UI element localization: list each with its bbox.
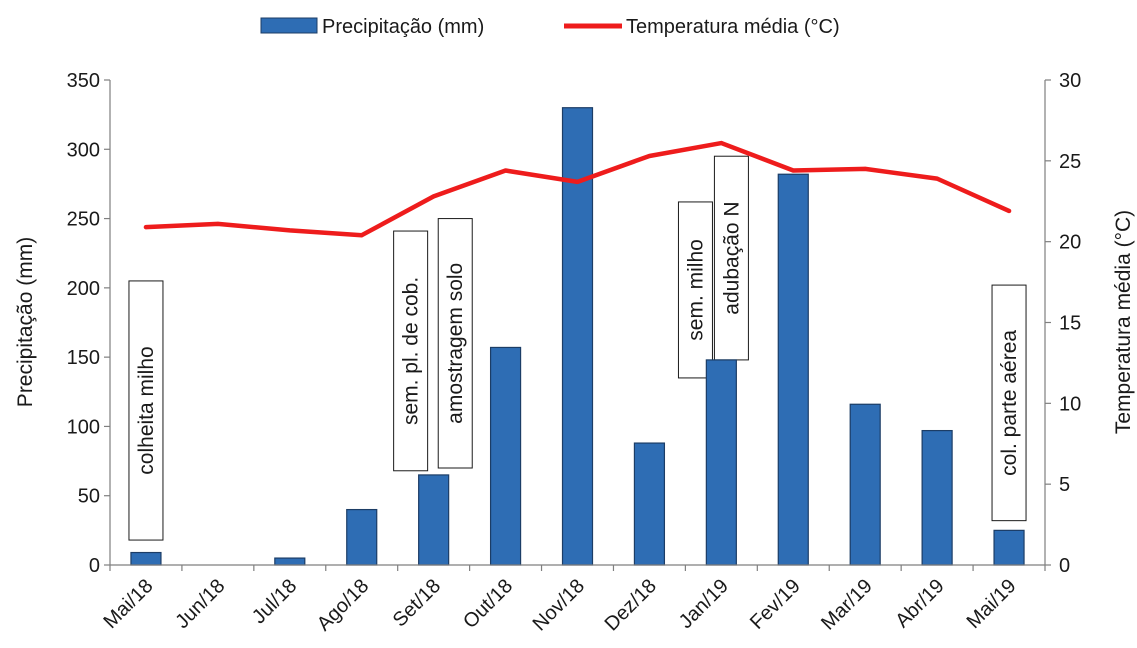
x-tick-label: Jun/18 xyxy=(171,575,229,633)
y-axis-title-left: Precipitação (mm) xyxy=(14,237,37,407)
temperature-point xyxy=(431,194,436,199)
annotation-label: sem. milho xyxy=(684,239,707,341)
x-tick-label: Fev/19 xyxy=(746,575,805,634)
y-tick-label-right: 5 xyxy=(1059,474,1070,496)
y-tick-label-left: 350 xyxy=(67,70,100,92)
annotation-label: amostragem solo xyxy=(444,263,467,424)
bar xyxy=(274,557,306,566)
bar xyxy=(418,474,450,566)
temperature-point xyxy=(215,221,220,226)
annotations: colheita milho sem. pl. de cob. amostragem… xyxy=(128,155,1027,541)
y-tick-label-left: 200 xyxy=(67,278,100,300)
temperature-point xyxy=(935,176,940,181)
bar xyxy=(777,173,809,566)
y-tick-label-left: 300 xyxy=(67,139,100,161)
y-tick-label-right: 0 xyxy=(1059,555,1070,577)
x-tick-label: Jan/19 xyxy=(675,575,733,633)
temperature-line-group xyxy=(143,140,1012,238)
x-tick-label: Mai/18 xyxy=(99,575,157,633)
y-ticks-right: 0 5 10 15 20 25 30 xyxy=(1045,70,1081,577)
x-tick-label: Dez/18 xyxy=(601,575,661,635)
annotation-label: adubação N xyxy=(720,201,743,314)
bar xyxy=(489,346,522,566)
bar xyxy=(705,359,737,566)
legend-label-temperature: Temperatura média (°C) xyxy=(626,16,840,38)
y-tick-label-left: 150 xyxy=(67,347,100,369)
bar xyxy=(130,551,162,566)
annotation-label: sem. pl. de cob. xyxy=(400,277,423,425)
bar xyxy=(849,403,881,566)
x-tick-label: Set/18 xyxy=(389,575,445,631)
temperature-point xyxy=(503,168,508,173)
temperature-point xyxy=(359,233,364,238)
legend: Precipitação (mm) Temperatura média (°C) xyxy=(260,16,840,38)
y-tick-label-left: 0 xyxy=(89,555,100,577)
y-tick-label-right: 15 xyxy=(1059,313,1081,335)
bar xyxy=(633,442,666,566)
x-ticks: Mai/18 Jun/18 Jul/18 Ago/18 Set/18 Out/18 Nov/… xyxy=(99,565,1046,635)
annotation-label: col. parte aérea xyxy=(998,330,1021,476)
y-tick-label-right: 25 xyxy=(1059,151,1081,173)
y-tick-label-left: 50 xyxy=(78,486,100,508)
temperature-point xyxy=(287,228,292,233)
y-tick-label-right: 30 xyxy=(1059,70,1081,92)
temperature-point xyxy=(575,179,580,184)
annotation-box xyxy=(393,230,429,472)
annotation-box xyxy=(128,280,164,541)
annotation-box xyxy=(437,218,473,469)
temperature-point xyxy=(1007,208,1012,213)
y-tick-label-right: 20 xyxy=(1059,232,1081,254)
temperature-point xyxy=(791,168,796,173)
legend-label-precipitation: Precipitação (mm) xyxy=(322,16,484,38)
x-tick-label: Mai/19 xyxy=(963,575,1021,633)
y-ticks-left: 0 50 100 150 200 250 300 350 xyxy=(67,70,110,577)
precipitation-bars xyxy=(130,107,1025,566)
x-tick-label: Out/18 xyxy=(459,575,517,633)
y-tick-label-left: 250 xyxy=(67,209,100,231)
annotation-box xyxy=(991,284,1027,522)
temperature-point xyxy=(647,153,652,158)
x-tick-label: Mar/19 xyxy=(817,575,877,635)
x-tick-label: Jul/18 xyxy=(248,575,301,628)
x-tick-label: Nov/18 xyxy=(529,575,589,635)
temperature-point xyxy=(863,166,868,171)
bar xyxy=(993,529,1025,566)
bar xyxy=(346,508,378,566)
temperature-point xyxy=(143,225,148,230)
y-tick-label-right: 10 xyxy=(1059,393,1081,415)
bar xyxy=(921,429,953,566)
y-tick-label-left: 100 xyxy=(67,416,100,438)
y-axis-title-right: Temperatura média (°C) xyxy=(1112,210,1135,434)
annotation-box xyxy=(713,155,749,361)
legend-swatch-precipitation xyxy=(260,17,318,34)
x-tick-label: Ago/18 xyxy=(313,575,373,635)
x-tick-label: Abr/19 xyxy=(891,575,948,632)
annotation-box xyxy=(677,201,713,379)
annotation-label: colheita milho xyxy=(135,346,158,474)
temperature-point xyxy=(719,141,724,146)
